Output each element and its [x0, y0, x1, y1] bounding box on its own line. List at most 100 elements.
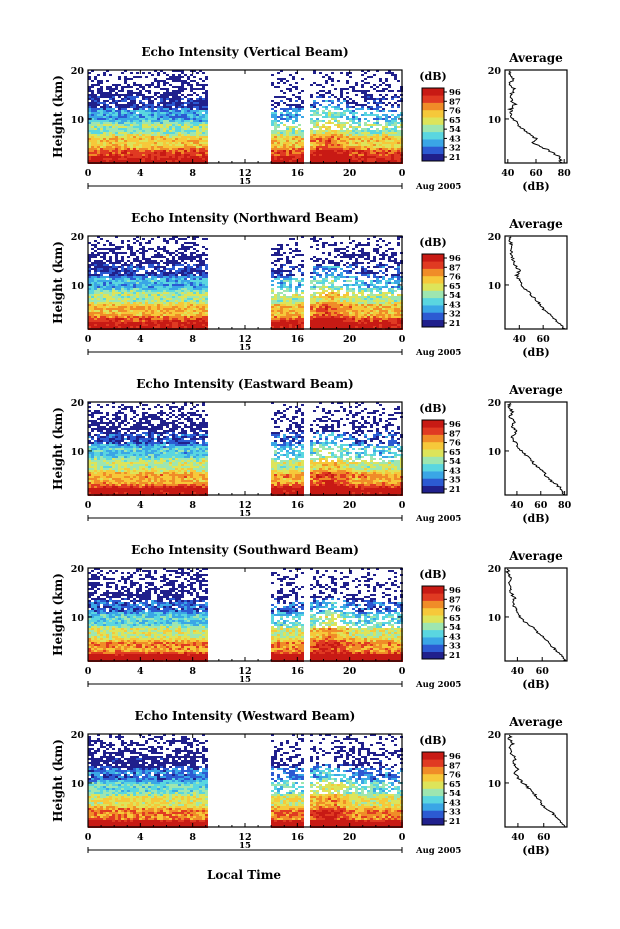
heatmap-cell	[94, 316, 97, 318]
heatmap-cell	[154, 94, 157, 96]
heatmap-cell	[202, 296, 205, 298]
heatmap-cell	[169, 104, 172, 106]
heatmap-cell	[124, 146, 127, 148]
heatmap-cell	[154, 290, 157, 292]
heatmap-cell	[160, 88, 163, 90]
heatmap-cell	[286, 300, 289, 302]
heatmap-cell	[91, 306, 94, 308]
heatmap-cell	[313, 72, 316, 74]
heatmap-cell	[115, 110, 118, 112]
heatmap-cell	[274, 148, 277, 150]
heatmap-cell	[139, 286, 142, 288]
heatmap-cell	[205, 144, 208, 146]
heatmap-cell	[181, 282, 184, 284]
heatmap-cell	[103, 124, 106, 126]
heatmap-cell	[274, 132, 277, 134]
heatmap-cell	[385, 146, 388, 148]
heatmap-cell	[115, 320, 118, 322]
heatmap-cell	[277, 310, 280, 312]
heatmap-cell	[334, 280, 337, 282]
heatmap-cell	[151, 314, 154, 316]
heatmap-cell	[205, 152, 208, 154]
heatmap-cell	[145, 106, 148, 108]
heatmap-cell	[109, 280, 112, 282]
heatmap-cell	[361, 92, 364, 94]
heatmap-cell	[115, 248, 118, 250]
heatmap-cell	[289, 270, 292, 272]
heatmap-cell	[295, 254, 298, 256]
heatmap-cell	[118, 118, 121, 120]
heatmap-cell	[127, 246, 130, 248]
heatmap-cell	[361, 158, 364, 160]
heatmap-cell	[205, 138, 208, 140]
heatmap-cell	[199, 160, 202, 162]
heatmap-cell	[139, 266, 142, 268]
heatmap-cell	[283, 322, 286, 324]
heatmap-cell	[373, 144, 376, 146]
heatmap-cell	[364, 112, 367, 114]
heatmap-cell	[316, 322, 319, 324]
heatmap-cell	[94, 298, 97, 300]
heatmap-cell	[88, 306, 91, 308]
heatmap-cell	[109, 146, 112, 148]
heatmap-cell	[103, 268, 106, 270]
heatmap-cell	[202, 264, 205, 266]
heatmap-cell	[310, 320, 313, 322]
heatmap-cell	[130, 144, 133, 146]
heatmap-cell	[163, 100, 166, 102]
heatmap-cell	[136, 260, 139, 262]
heatmap-cell	[364, 144, 367, 146]
heatmap-cell	[391, 142, 394, 144]
heatmap-cell	[139, 112, 142, 114]
heatmap-cell	[163, 302, 166, 304]
heatmap-cell	[346, 144, 349, 146]
heatmap-cell	[388, 140, 391, 142]
heatmap-cell	[100, 122, 103, 124]
heatmap-cell	[169, 108, 172, 110]
heatmap-cell	[271, 132, 274, 134]
heatmap-cell	[184, 276, 187, 278]
heatmap-cell	[127, 144, 130, 146]
heatmap-cell	[154, 158, 157, 160]
heatmap-cell	[274, 138, 277, 140]
heatmap-cell	[322, 252, 325, 254]
heatmap-cell	[115, 288, 118, 290]
heatmap-cell	[88, 296, 91, 298]
heatmap-cell	[94, 160, 97, 162]
heatmap-cell	[88, 90, 91, 92]
heatmap-cell	[205, 94, 208, 96]
heatmap-cell	[88, 270, 91, 272]
heatmap-cell	[361, 96, 364, 98]
heatmap-cell	[118, 314, 121, 316]
heatmap-cell	[292, 108, 295, 110]
heatmap-cell	[181, 150, 184, 152]
heatmap-cell	[298, 296, 301, 298]
heatmap-cell	[310, 306, 313, 308]
heatmap-cell	[367, 160, 370, 162]
heatmap-cell	[376, 152, 379, 154]
heatmap-cell	[145, 276, 148, 278]
heatmap-cell	[187, 112, 190, 114]
heatmap-cell	[148, 258, 151, 260]
heatmap-cell	[145, 116, 148, 118]
heatmap-cell	[127, 106, 130, 108]
heatmap-cell	[151, 292, 154, 294]
heatmap-cell	[184, 126, 187, 128]
avg-x-tick-label: 60	[529, 168, 543, 179]
heatmap-cell	[367, 156, 370, 158]
heatmap-cell	[100, 284, 103, 286]
heatmap-cell	[298, 110, 301, 112]
heatmap-cell	[133, 326, 136, 328]
heatmap-cell	[130, 146, 133, 148]
heatmap-cell	[172, 324, 175, 326]
heatmap-cell	[166, 104, 169, 106]
heatmap-cell	[184, 114, 187, 116]
heatmap-cell	[139, 102, 142, 104]
heatmap-cell	[169, 146, 172, 148]
heatmap-cell	[118, 322, 121, 324]
heatmap-cell	[172, 156, 175, 158]
heatmap-cell	[124, 288, 127, 290]
heatmap-cell	[376, 114, 379, 116]
heatmap-cell	[157, 92, 160, 94]
heatmap-cell	[190, 134, 193, 136]
